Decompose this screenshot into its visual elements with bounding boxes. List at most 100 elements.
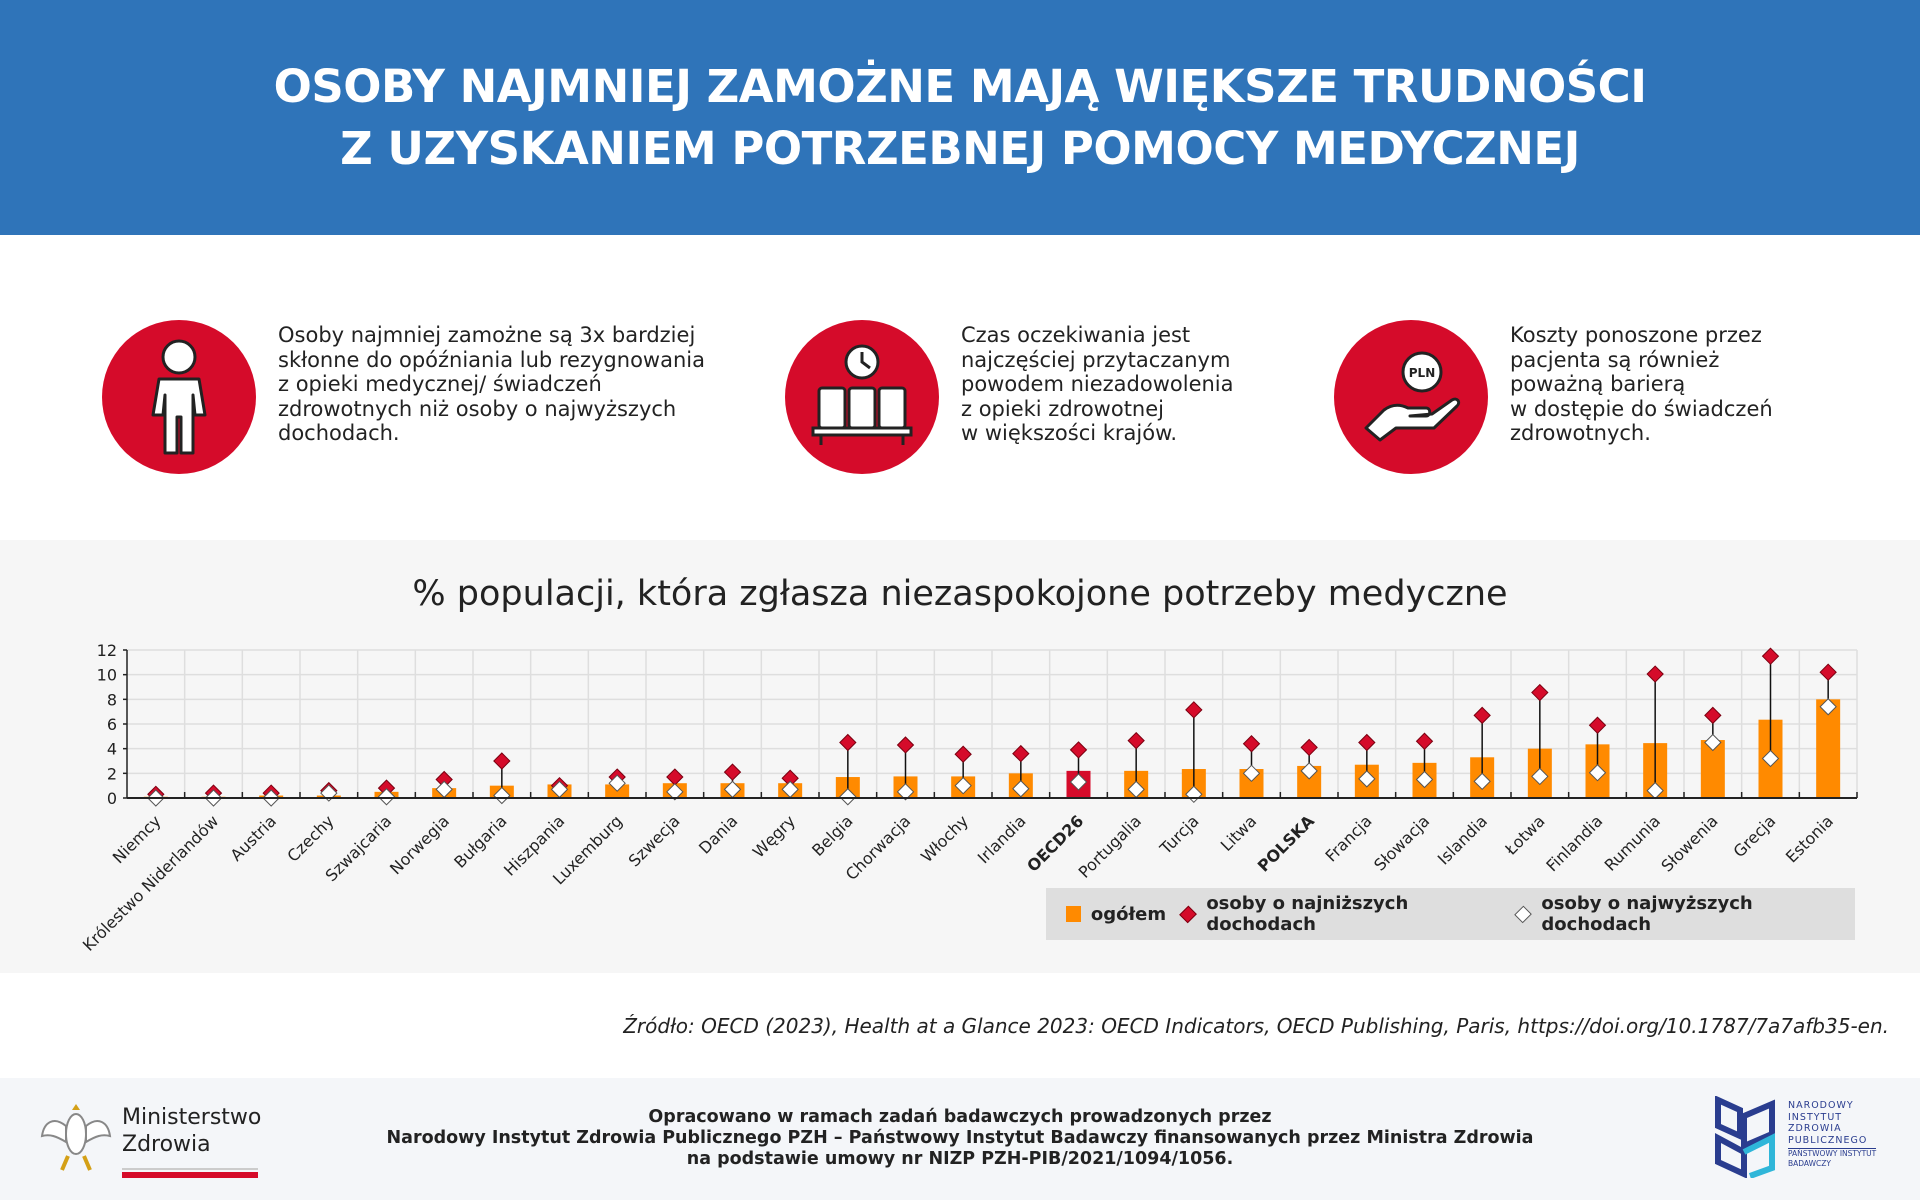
fact-text-line: skłonne do opóźniania lub rezygnowania: [278, 347, 705, 372]
high-income-marker: [666, 783, 684, 801]
fact-text-line: dochodach.: [278, 421, 400, 445]
low-income-marker: [1819, 663, 1837, 681]
x-tick-label: Grecja: [1729, 811, 1779, 861]
x-tick-label: Czechy: [283, 811, 337, 865]
fact-text-line: powodem niezadowolenia: [961, 372, 1234, 396]
high-income-marker: [1531, 767, 1549, 786]
low-income-marker: [666, 768, 684, 786]
low-income-marker: [1531, 683, 1549, 702]
chart-section: % populacji, która zgłasza niezaspokojon…: [0, 540, 1920, 973]
low-income-marker: [1588, 716, 1607, 734]
low-income-marker: [1646, 665, 1664, 683]
ministry-logo: Ministerstwo Zdrowia: [40, 1096, 261, 1178]
legend-white-diamond-icon: [1514, 905, 1533, 923]
title-line-1: OSOBY NAJMNIEJ ZAMOŻNE MAJĄ WIĘKSZE TRUD…: [273, 59, 1647, 113]
footer-line: na podstawie umowy nr NIZP PZH-PIB/2021/…: [686, 1149, 1234, 1169]
high-income-marker: [1819, 698, 1837, 716]
title-line-2: Z UZYSKANIEM POTRZEBNEJ POMOCY MEDYCZNEJ: [340, 121, 1580, 175]
y-tick-label: 10: [97, 666, 117, 685]
fact-text-line: Koszty ponoszone przez: [1510, 323, 1762, 347]
fact-text-line: Czas oczekiwania jest: [961, 323, 1191, 347]
pzh-monogram-icon: [1715, 1096, 1775, 1178]
high-income-marker: [1242, 764, 1261, 783]
fact-text-line: poważną barierą: [1510, 372, 1686, 396]
low-income-marker: [1300, 738, 1318, 757]
low-income-marker: [1704, 706, 1722, 725]
fact-text-line: zdrowotnych niż osoby o najwyższych: [278, 396, 677, 421]
y-tick-label: 0: [107, 789, 117, 808]
legend-label-total: ogółem: [1090, 903, 1167, 925]
x-tick-label: Niemcy: [109, 811, 165, 867]
x-tick-label: Włochy: [917, 811, 972, 866]
x-tick-label: Islandia: [1434, 811, 1491, 868]
bar-Estonia: [1816, 699, 1841, 798]
facts-section: Osoby najmniej zamożne są 3x bardziej sk…: [0, 235, 1920, 540]
high-income-marker: [1012, 780, 1030, 798]
x-tick-label: Portugalia: [1075, 811, 1145, 881]
low-income-marker: [896, 736, 915, 754]
footer-line: Opracowano w ramach zadań badawczych pro…: [648, 1107, 1272, 1127]
x-tick-label: Litwa: [1217, 811, 1261, 855]
high-income-marker: [954, 776, 972, 795]
fact-text-line: Osoby najmniej zamożne są 3x bardziej: [278, 323, 696, 347]
high-income-marker: [493, 786, 511, 805]
high-income-marker: [1588, 764, 1607, 782]
low-income-marker: [493, 752, 511, 770]
fact-text-line: zdrowotnych.: [1510, 421, 1651, 445]
high-income-marker: [1415, 770, 1434, 789]
low-income-marker: [1358, 733, 1376, 752]
low-income-marker: [954, 745, 972, 763]
fact-text-line: z opieki zdrowotnej: [961, 396, 1164, 421]
fact-text-line: w większości krajów.: [961, 421, 1178, 445]
pzh-text-line: ZDROWIA: [1788, 1123, 1842, 1134]
fact-income: Osoby najmniej zamożne są 3x bardziej sk…: [102, 320, 748, 474]
waiting-room-clock-icon: [785, 320, 939, 474]
y-tick-label: 6: [107, 715, 117, 734]
x-tick-label: Irlandia: [974, 811, 1030, 867]
low-income-marker: [839, 733, 857, 752]
high-income-marker: [1761, 749, 1780, 768]
high-income-marker: [1300, 762, 1318, 780]
high-income-marker: [1069, 773, 1088, 791]
person-icon: [102, 320, 256, 474]
x-tick-label: Szwecja: [625, 811, 684, 870]
high-income-marker: [1358, 770, 1376, 788]
low-income-marker: [1185, 701, 1203, 719]
high-income-marker: [1473, 772, 1491, 791]
pzh-logo: NARODOWY INSTYTUT ZDROWIA PUBLICZNEGO PA…: [1710, 1096, 1877, 1178]
low-income-marker: [1242, 735, 1261, 753]
legend-label-lowest: osoby o najniższych dochodach: [1206, 893, 1409, 935]
x-tick-label: Bułgaria: [450, 811, 510, 871]
x-tick-label: POLSKA: [1254, 811, 1319, 876]
pzh-text-line: INSTYTUT: [1788, 1111, 1843, 1123]
pzh-text-line: PUBLICZNEGO: [1788, 1134, 1868, 1146]
legend-bar-swatch: [1066, 906, 1081, 922]
x-tick-label: Turcja: [1155, 811, 1202, 858]
low-income-marker: [1761, 647, 1780, 665]
legend-label-highest: osoby o najwyższych dochodach: [1541, 893, 1753, 935]
ministry-name-line2: Zdrowia: [122, 1132, 211, 1157]
high-income-marker: [839, 788, 857, 806]
footer-line: Narodowy Instytut Zdrowia Publicznego PZ…: [386, 1128, 1534, 1148]
x-tick-label: Estonia: [1782, 811, 1837, 866]
x-tick-label: Węgry: [749, 811, 799, 861]
low-income-marker: [723, 763, 742, 781]
coin-label: PLN: [1409, 366, 1435, 380]
x-tick-label: Finlandia: [1542, 811, 1606, 875]
low-income-marker: [1415, 732, 1434, 750]
eagle-emblem-icon: [40, 1104, 112, 1171]
hand-coin-icon: PLN: [1334, 320, 1488, 474]
x-tick-label: Belgia: [808, 811, 857, 860]
chart-title: % populacji, która zgłasza niezaspokojon…: [412, 574, 1508, 614]
x-tick-label: Norwegia: [386, 811, 453, 878]
high-income-marker: [377, 788, 396, 806]
x-tick-label: Łotwa: [1501, 811, 1549, 859]
pzh-text-line: PAŃSTWOWY INSTYTUT: [1788, 1148, 1877, 1158]
x-tick-label: Słowenia: [1657, 811, 1721, 875]
chart-legend: ogółem osoby o najniższych dochodach oso…: [1046, 888, 1855, 940]
x-tick-label: Dania: [695, 811, 741, 857]
y-tick-label: 8: [107, 690, 117, 709]
low-income-marker: [1012, 744, 1030, 763]
y-tick-label: 12: [97, 641, 117, 660]
